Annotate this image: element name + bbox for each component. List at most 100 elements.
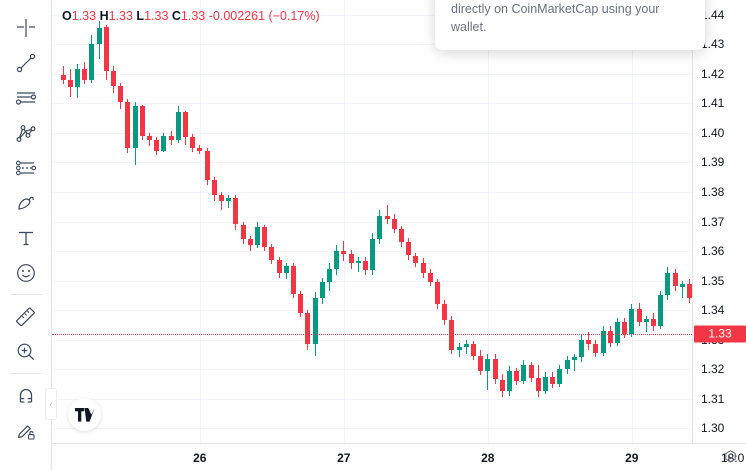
candle-body: [679, 283, 685, 287]
candle-body: [305, 313, 311, 345]
candle-body: [197, 147, 203, 151]
gridline-horizontal: [52, 44, 692, 46]
candle-body: [161, 135, 167, 151]
gridline-horizontal: [52, 132, 692, 134]
candle-body: [427, 273, 433, 283]
candle-body: [89, 44, 95, 80]
candle-body: [398, 228, 404, 243]
candle-body: [420, 262, 426, 274]
candle-body: [348, 254, 354, 263]
brush-tool[interactable]: [0, 185, 52, 220]
candle-wick: [62, 66, 64, 85]
candle-body: [154, 140, 160, 151]
gridline-horizontal: [52, 310, 692, 312]
candle-body: [449, 320, 455, 350]
price-axis-tick: 1.37: [701, 214, 725, 229]
toolbar-divider-1: [9, 294, 42, 295]
gear-glyph: [725, 450, 736, 463]
candle-wick: [357, 256, 359, 272]
gridline-vertical: [487, 0, 489, 443]
candle-body: [542, 376, 548, 392]
candle-wick: [228, 194, 230, 209]
candle-body: [247, 239, 253, 246]
candle-body: [564, 360, 570, 370]
gridline-horizontal: [52, 398, 692, 400]
candle-body: [370, 239, 376, 271]
candle-body: [593, 344, 599, 353]
promo-tooltip: You can now trade your favorite tokens d…: [435, 0, 705, 50]
time-axis-tick: 28: [481, 451, 495, 465]
legend-open-value: 1.33: [71, 9, 97, 23]
text-icon: [19, 231, 33, 245]
current-price-badge: 1.33: [694, 325, 746, 343]
legend-change-absolute: -0.002261: [208, 9, 266, 23]
trend-line-tool[interactable]: [0, 45, 52, 80]
prediction-icon: [15, 160, 37, 175]
candle-body: [643, 319, 649, 322]
chart-plot-area[interactable]: [52, 0, 692, 443]
gridline-vertical: [631, 0, 633, 443]
gridline-horizontal: [52, 428, 692, 430]
candle-body: [665, 273, 671, 296]
candle-body: [636, 308, 642, 322]
candle-body: [218, 194, 224, 201]
tradingview-logo[interactable]: [68, 398, 101, 431]
toolbar-divider-2: [9, 373, 42, 374]
gridline-horizontal: [52, 73, 692, 75]
magnet-tool[interactable]: [0, 378, 52, 413]
candle-body: [492, 358, 498, 380]
gridline-vertical: [343, 0, 345, 443]
candle-body: [254, 227, 260, 246]
pattern-tool[interactable]: [0, 115, 52, 150]
measure-tool[interactable]: [0, 299, 52, 334]
candle-body: [74, 69, 80, 88]
candle-body: [125, 101, 131, 148]
crosshair-cursor-tool[interactable]: [0, 10, 52, 45]
candle-wick: [487, 354, 489, 390]
candle-body: [528, 364, 534, 378]
candle-body: [499, 379, 505, 392]
candle-body: [182, 112, 188, 138]
candle-body: [283, 265, 289, 274]
pattern-icon: [16, 124, 36, 142]
candle-body: [406, 242, 412, 256]
pencil-lock-icon: [17, 424, 35, 440]
brush-icon: [18, 196, 34, 210]
gridline-horizontal: [52, 14, 692, 16]
candle-body: [82, 69, 88, 80]
price-axis-tick: 1.30: [701, 421, 725, 436]
price-axis-tick: 1.42: [701, 66, 725, 81]
candle-body: [103, 26, 109, 71]
candle-body: [672, 273, 678, 287]
candle-body: [377, 215, 383, 240]
prediction-tool[interactable]: [0, 150, 52, 185]
price-axis[interactable]: 1.44 1.43 1.42 1.41 1.40 1.39 1.38 1.37 1.36 1.35…: [692, 0, 746, 443]
time-axis[interactable]: 26 27 28 29 18:0: [52, 443, 746, 470]
drawing-lock-tool[interactable]: [0, 413, 52, 448]
emoji-icon: [17, 263, 35, 282]
gridline-vertical: [199, 0, 201, 443]
gridline-horizontal: [52, 162, 692, 164]
candle-body: [658, 295, 664, 327]
candle-body: [240, 224, 246, 240]
candle-body: [132, 106, 138, 148]
candle-body: [463, 344, 469, 348]
legend-high-key: H: [99, 9, 109, 23]
ohlc-legend: O1.33 H1.33 L1.33 C1.33 -0.002261 (−0.17…: [62, 8, 320, 25]
text-tool[interactable]: [0, 220, 52, 255]
candle-body: [535, 378, 541, 392]
magnet-icon: [19, 388, 33, 403]
price-axis-tick: 1.31: [701, 391, 725, 406]
zoom-in-tool[interactable]: [0, 334, 52, 369]
candle-body: [168, 135, 174, 141]
gear-icon[interactable]: [723, 450, 738, 470]
time-axis-tick: 27: [337, 451, 351, 465]
emoji-tool[interactable]: [0, 255, 52, 290]
sidebar-collapse-handle[interactable]: ‹: [45, 388, 57, 420]
candle-body: [190, 137, 196, 148]
candle-body: [139, 106, 145, 136]
candle-body: [384, 215, 390, 219]
price-axis-tick: 1.32: [701, 362, 725, 377]
gann-fib-tool[interactable]: [0, 80, 52, 115]
drawing-toolbar: [0, 0, 52, 470]
